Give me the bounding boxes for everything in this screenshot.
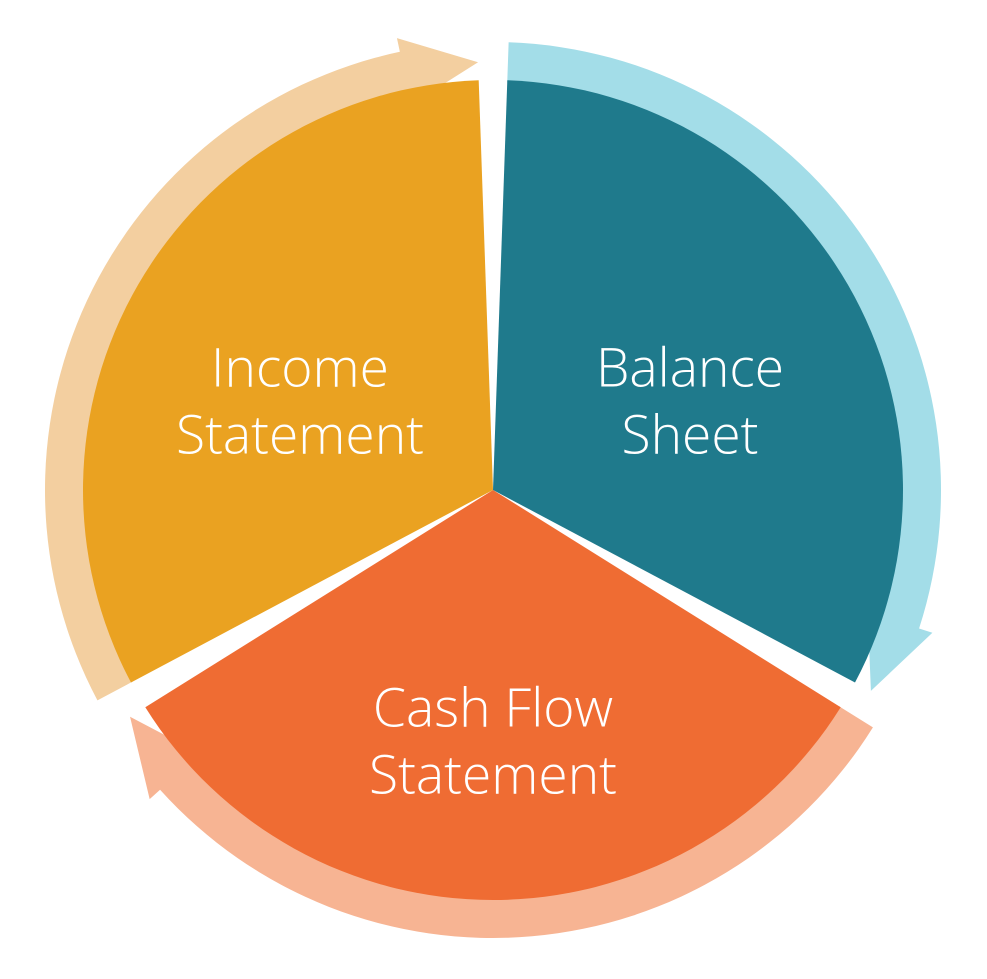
income-statement-label: Income Statement <box>176 333 424 466</box>
cycle-svg <box>0 0 987 979</box>
cash-flow-label: Cash Flow Statement <box>369 673 617 806</box>
balance-sheet-label: Balance Sheet <box>596 333 784 466</box>
cycle-diagram: Balance Sheet Cash Flow Statement Income S… <box>0 0 987 979</box>
